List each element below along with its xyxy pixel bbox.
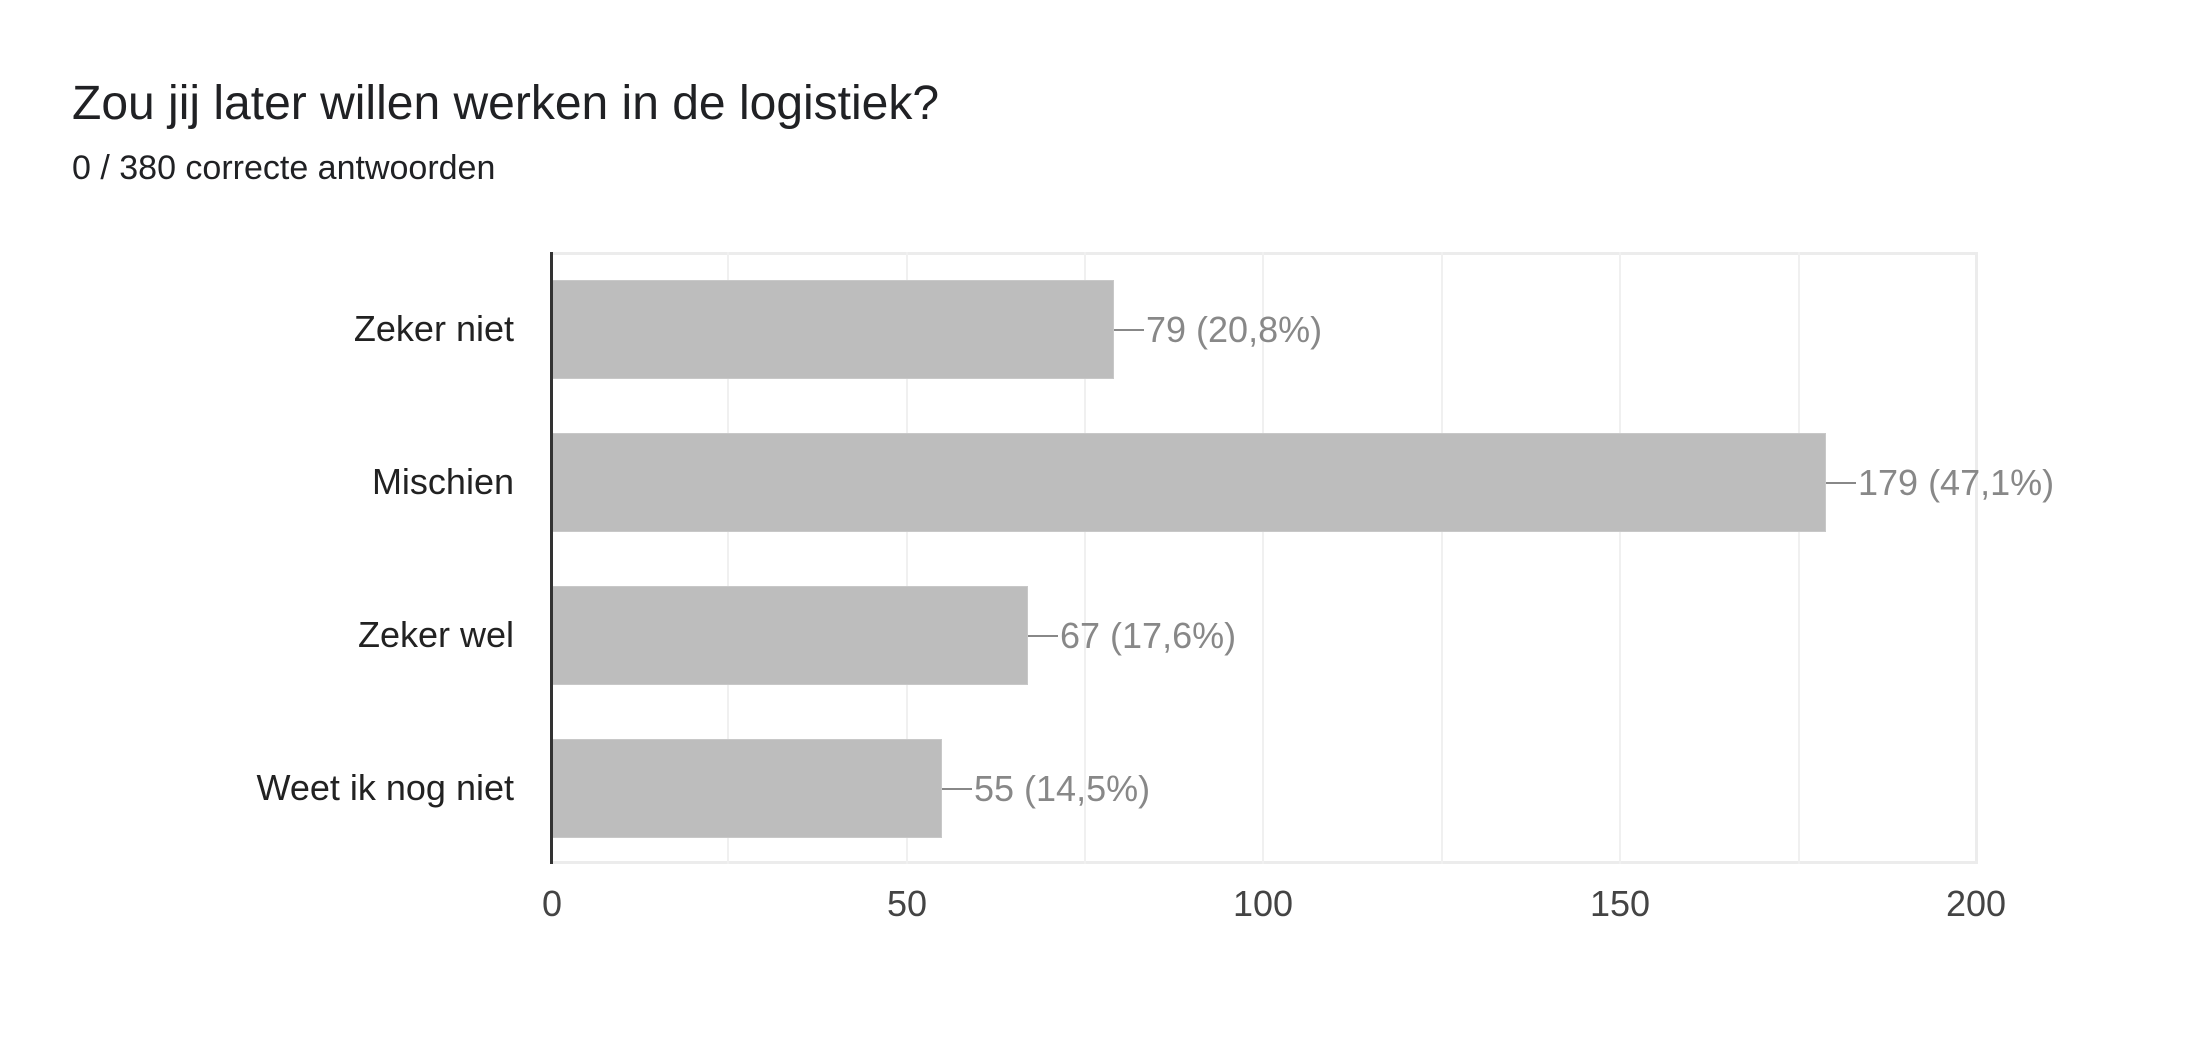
category-label-weet-ik-nog-niet: Weet ik nog niet xyxy=(256,767,514,808)
x-tick-200: 200 xyxy=(1945,883,2007,924)
value-label-weet-ik-nog-niet: 55 (14,5%) xyxy=(974,768,1151,809)
gridline-125 xyxy=(1441,252,1443,864)
gridline-175 xyxy=(1798,252,1800,864)
x-tick-150: 150 xyxy=(1589,883,1651,924)
label-connector xyxy=(1114,329,1144,331)
response-count: 0 / 380 correcte antwoorden xyxy=(72,149,496,187)
x-tick-100: 100 xyxy=(1232,883,1294,924)
value-label-mischien: 179 (47,1%) xyxy=(1858,462,2055,503)
category-label-zeker-wel: Zeker wel xyxy=(357,614,514,655)
bar-zeker-wel[interactable] xyxy=(550,586,1028,685)
label-connector xyxy=(942,788,972,790)
bar-mischien[interactable] xyxy=(550,433,1826,532)
plot-border xyxy=(550,252,1978,864)
bar-zeker-niet[interactable] xyxy=(550,280,1114,379)
plot-area: 79 (20,8%) 179 (47,1%) 67 (17,6%) 55 (14… xyxy=(550,252,2054,864)
x-tick-50: 50 xyxy=(886,883,928,924)
gridline-150 xyxy=(1619,252,1621,864)
y-axis-line xyxy=(550,252,553,864)
value-label-zeker-niet: 79 (20,8%) xyxy=(1146,309,1323,350)
label-connector xyxy=(1826,482,1856,484)
gridline-25 xyxy=(727,252,729,864)
gridline-100 xyxy=(1262,252,1264,864)
label-connector xyxy=(1028,635,1058,637)
category-label-zeker-niet: Zeker niet xyxy=(353,308,514,349)
chart-title: Zou jij later willen werken in de logist… xyxy=(72,77,940,130)
x-tick-0: 0 xyxy=(541,883,563,924)
bar-weet-ik-nog-niet[interactable] xyxy=(550,739,942,838)
value-label-zeker-wel: 67 (17,6%) xyxy=(1060,615,1237,656)
gridline-75 xyxy=(1084,252,1086,864)
gridline-50 xyxy=(906,252,908,864)
category-label-mischien: Mischien xyxy=(371,461,514,502)
